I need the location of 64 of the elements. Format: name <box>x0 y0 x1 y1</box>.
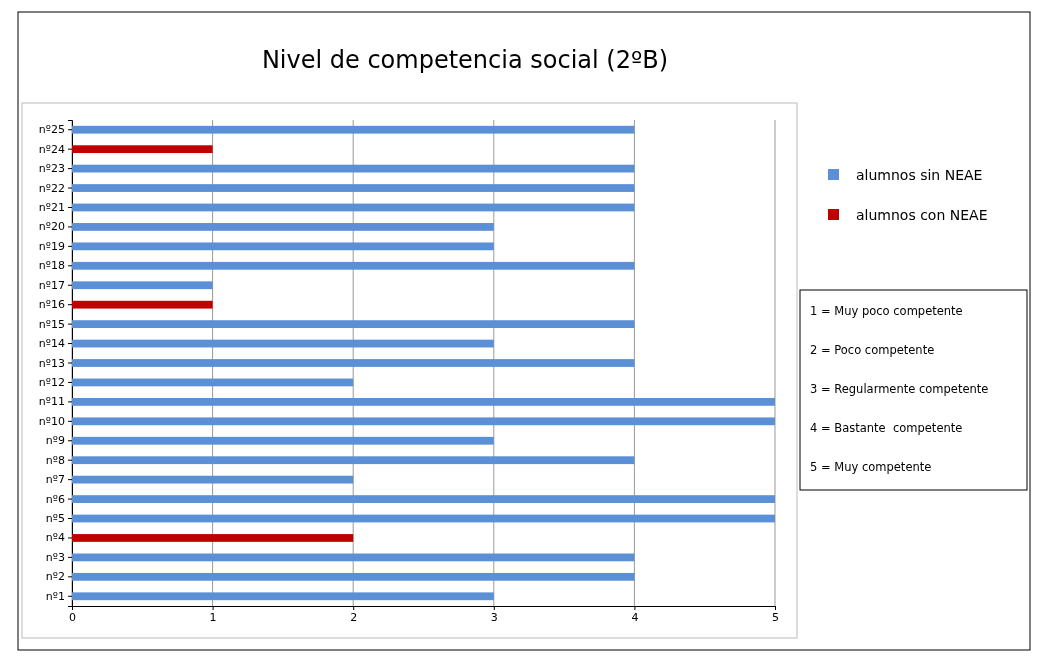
y-tick-label: nº5 <box>45 512 65 526</box>
x-tick-label: 4 <box>631 610 639 624</box>
bar <box>72 320 635 329</box>
bar <box>72 475 354 484</box>
bar <box>72 572 635 581</box>
bar <box>72 300 213 309</box>
y-tick-label: nº1 <box>45 589 65 603</box>
y-tick-label: nº9 <box>45 434 65 448</box>
y-tick-label: nº4 <box>45 531 65 545</box>
y-tick-label: nº25 <box>38 123 65 137</box>
y-tick-label: nº2 <box>45 570 65 584</box>
y-tick-label: nº15 <box>38 317 65 331</box>
bar <box>72 145 213 154</box>
y-tick-label: nº19 <box>38 239 65 253</box>
y-tick-label: nº13 <box>38 356 65 370</box>
x-tick-label: 3 <box>490 610 498 624</box>
y-tick-label: nº18 <box>38 259 65 273</box>
bar <box>72 261 635 270</box>
bar <box>72 281 213 290</box>
y-tick-label: nº11 <box>38 395 65 409</box>
bar <box>72 203 635 212</box>
bar <box>72 378 354 387</box>
text: 4 = Bastante competente <box>810 421 963 435</box>
y-tick-label: nº20 <box>38 220 65 234</box>
bar <box>72 514 775 523</box>
chart-title: Nivel de competencia social (2ºB) <box>261 46 669 74</box>
x-tick-label: 5 <box>772 610 779 624</box>
x-tick-label: 1 <box>209 610 217 624</box>
bar <box>72 456 635 465</box>
y-tick-label: nº6 <box>45 492 65 506</box>
bar <box>72 397 775 406</box>
bar <box>72 164 635 173</box>
bar <box>72 242 494 251</box>
y-tick-label: nº8 <box>45 453 65 467</box>
bar <box>72 553 635 562</box>
bar <box>72 339 494 348</box>
text: 1 = Muy poco competente <box>810 304 963 318</box>
y-tick-label: nº22 <box>38 181 65 195</box>
y-tick-label: nº21 <box>38 201 65 214</box>
y-tick-label: nº10 <box>38 414 65 428</box>
bar <box>72 436 494 445</box>
bar <box>72 125 635 134</box>
bar <box>72 495 775 503</box>
y-tick-label: nº12 <box>38 375 65 389</box>
text: 3 = Regularmente competente <box>810 382 989 396</box>
text: 5 = Muy competente <box>810 460 932 474</box>
y-tick-label: nº14 <box>38 337 65 351</box>
legend-label: alumnos con NEAE <box>856 207 988 223</box>
y-tick-label: nº7 <box>45 473 65 487</box>
y-tick-label: nº16 <box>38 298 65 312</box>
y-tick-label: nº17 <box>38 278 65 292</box>
y-tick-label: nº23 <box>38 162 65 176</box>
bar <box>72 359 635 367</box>
y-tick-label: nº24 <box>38 142 65 156</box>
bar <box>72 184 635 192</box>
y-tick-label: nº3 <box>45 550 65 564</box>
bar <box>72 534 354 542</box>
bar <box>72 417 775 426</box>
bar <box>72 223 494 231</box>
legend-label: alumnos sin NEAE <box>856 167 983 183</box>
bar <box>72 592 494 601</box>
text: 2 = Poco competente <box>810 343 935 357</box>
x-tick-label: 0 <box>69 610 76 624</box>
x-tick-label: 2 <box>350 610 358 624</box>
